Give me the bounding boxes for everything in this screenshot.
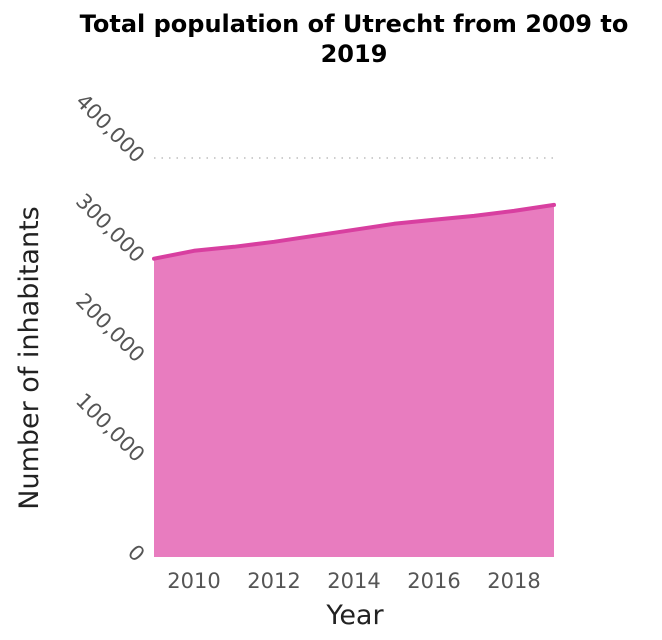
y-tick-label-2: 200,000 — [71, 289, 149, 367]
chart-title-line-1: Total population of Utrecht from 2009 to — [80, 10, 629, 38]
x-tick-label-3: 2016 — [407, 569, 460, 593]
y-tick-label-0: 0 — [123, 540, 149, 566]
x-tick-label-0: 2010 — [167, 569, 220, 593]
y-tick-label-3: 300,000 — [71, 189, 149, 267]
x-tick-label-4: 2018 — [487, 569, 540, 593]
y-axis-label: Number of inhabitants — [14, 206, 45, 509]
y-axis-ticks: 0 100,000 200,000 300,000 400,000 — [71, 89, 149, 566]
series-area — [154, 204, 554, 557]
chart-title-line-2: 2019 — [321, 40, 388, 68]
y-tick-label-1: 100,000 — [71, 388, 149, 466]
x-tick-label-1: 2012 — [247, 569, 300, 593]
x-tick-label-2: 2014 — [327, 569, 380, 593]
y-tick-label-4: 400,000 — [71, 89, 149, 167]
series-line — [152, 202, 556, 261]
x-axis-ticks: 2010 2012 2014 2016 2018 — [167, 569, 540, 593]
x-axis-label: Year — [325, 600, 384, 631]
